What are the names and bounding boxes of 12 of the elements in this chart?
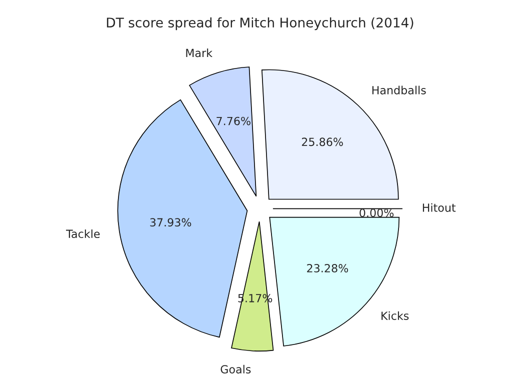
slice-label: Goals <box>220 364 251 374</box>
text: 0.00% <box>360 208 394 218</box>
slice-label: Tackle <box>66 229 100 238</box>
chart-title: DT score spread for Mitch Honeychurch (2014) <box>106 17 414 30</box>
slice-label: Handballs <box>372 86 426 94</box>
data-label: 7.76% <box>216 116 250 126</box>
data-label: 37.93% <box>150 218 192 227</box>
slice-label: Kicks <box>382 311 409 320</box>
data-label: 23.28% <box>307 264 348 272</box>
slice-label: Mark <box>186 48 212 58</box>
category-label: Hitout <box>422 203 456 212</box>
data-label: 25.86% <box>302 138 343 146</box>
